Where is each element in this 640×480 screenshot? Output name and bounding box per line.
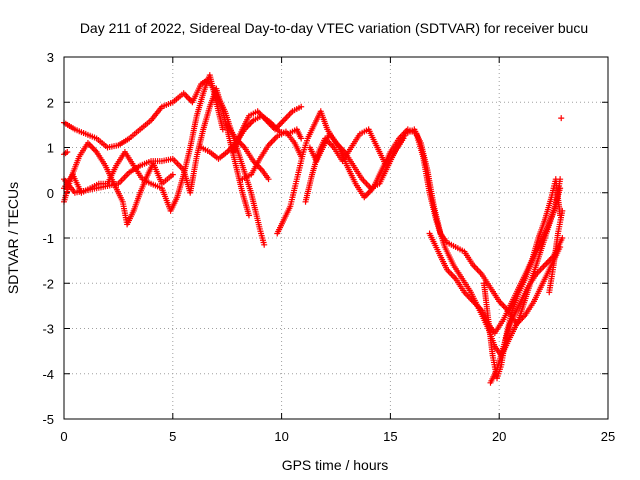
x-tick-label: 25 [601,429,615,444]
x-tick-label: 5 [169,429,176,444]
data-point [265,176,272,183]
x-tick-label: 15 [383,429,397,444]
series-track-4 [61,139,176,228]
y-tick-label: 2 [47,95,54,110]
plot-frame [63,56,609,420]
data-point [64,149,71,156]
y-axis-label: SDTVAR / TECUs [5,182,21,294]
y-tick-label: -2 [42,276,54,291]
data-point [245,212,252,219]
series-track-3 [61,72,226,214]
data-point [219,126,226,133]
series-track-16 [546,207,566,296]
series-track-12 [302,126,407,205]
x-axis-label: GPS time / hours [282,457,389,473]
data-point [261,241,268,248]
series-track-8 [230,103,305,156]
x-tick-label: 20 [492,429,506,444]
y-tick-label: 1 [47,141,54,156]
series-track-9 [239,128,305,183]
data-points [61,72,566,386]
x-tick-label: 10 [274,429,288,444]
series-track-5 [61,149,71,158]
y-tick-label: -3 [42,322,54,337]
data-point [558,115,565,122]
data-point [559,207,566,214]
series-track-13 [426,176,564,337]
chart-title: Day 211 of 2022, Sidereal Day-to-day VTE… [80,20,588,36]
data-point [400,135,407,142]
y-tick-label: -1 [42,231,54,246]
data-point [169,171,176,178]
data-point [298,103,305,110]
series-track-17 [558,115,565,122]
y-tick-label: -4 [42,367,54,382]
grid-lines [64,57,608,419]
y-tick-label: 3 [47,50,54,65]
y-tick-label: -5 [42,412,54,427]
series-track-14 [480,176,564,382]
x-tick-label: 0 [60,429,67,444]
y-tick-label: 0 [47,186,54,201]
data-point [298,135,305,142]
